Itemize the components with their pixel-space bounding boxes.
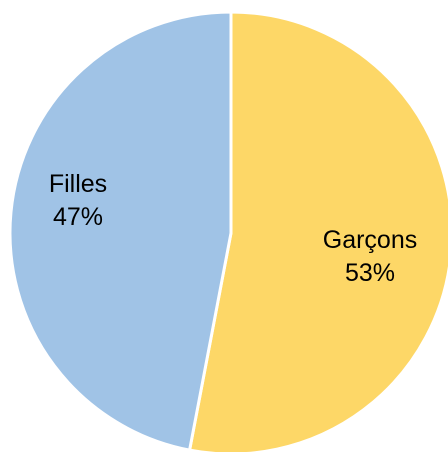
pie-slice-garcons xyxy=(188,10,448,452)
slice-category-label: Filles xyxy=(49,170,107,198)
slice-value-label: 53% xyxy=(345,259,395,287)
pie-labels: Garçons 53% Filles 47% xyxy=(49,170,417,287)
slice-value-label: 47% xyxy=(53,203,103,231)
pie-slices xyxy=(8,10,448,452)
pie-slice-filles xyxy=(8,10,233,452)
slice-category-label: Garçons xyxy=(323,226,417,254)
